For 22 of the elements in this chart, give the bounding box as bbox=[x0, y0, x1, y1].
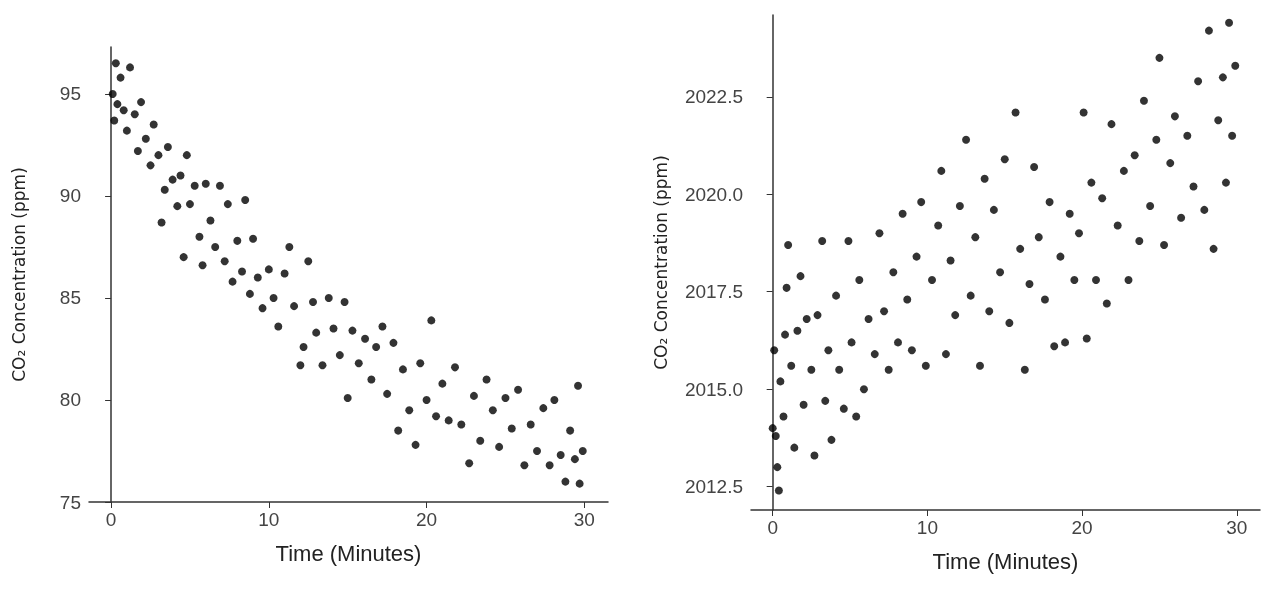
x-tick-label: 30 bbox=[573, 509, 595, 530]
x-tick-label: 20 bbox=[416, 509, 438, 530]
y-axis-title: CO₂ Concentration (ppm) bbox=[650, 155, 671, 370]
x-tick-label: 0 bbox=[767, 517, 778, 538]
y-tick-label: 2022.5 bbox=[684, 86, 743, 108]
y-tick-label: 75 bbox=[59, 491, 81, 513]
x-tick-label: 10 bbox=[916, 517, 938, 538]
x-axis-title: Time (Minutes) bbox=[932, 548, 1079, 574]
y-tick-label: 80 bbox=[59, 389, 81, 411]
y-tick-label: 90 bbox=[59, 185, 81, 207]
y-axis-title: CO₂ Concentration (ppm) bbox=[8, 167, 29, 382]
y-tick-label: 2015.0 bbox=[684, 378, 743, 400]
y-tick-label: 85 bbox=[59, 287, 81, 309]
x-tick-label: 30 bbox=[1226, 517, 1248, 538]
x-tick-label: 0 bbox=[105, 509, 117, 530]
y-tick-label: 95 bbox=[59, 83, 81, 105]
y-tick-label: 2017.5 bbox=[684, 281, 743, 303]
y-tick-label: 2012.5 bbox=[684, 476, 743, 498]
x-axis-title: Time (Minutes) bbox=[275, 540, 422, 566]
x-tick-label: 10 bbox=[258, 509, 280, 530]
y-tick-label: 2020.0 bbox=[684, 183, 743, 205]
x-tick-label: 20 bbox=[1071, 517, 1093, 538]
